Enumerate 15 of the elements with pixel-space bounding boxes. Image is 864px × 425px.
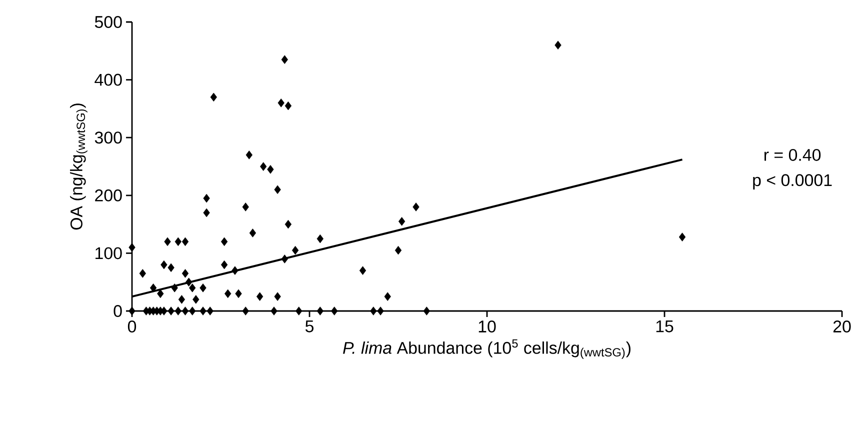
annotation: r = 0.40 — [764, 148, 821, 161]
x-tick-label: 5 — [305, 320, 314, 332]
y-tick-label: 500 — [94, 16, 122, 28]
y-tick-label: 0 — [114, 305, 122, 318]
y-tick-label: 100 — [96, 247, 122, 260]
y-tick-label: 200 — [95, 189, 122, 202]
y-tick-label: 400 — [94, 74, 122, 86]
y-tick-label: 300 — [94, 132, 122, 144]
x-tick-label: 15 — [656, 320, 674, 332]
x-axis-title: P. lima Abundance (10$^{5}$ cells/kg$_{(wwtSG)}$) — [343, 339, 630, 359]
annotation: p < 0.0001 — [753, 174, 832, 190]
x-tick-label: 10 — [478, 320, 496, 332]
x-tick-label: 20 — [833, 320, 851, 332]
x-tick-label: 0 — [128, 320, 136, 332]
y-axis-title: OA (ng/kg$_{(wwtSG)}$) — [70, 104, 88, 230]
